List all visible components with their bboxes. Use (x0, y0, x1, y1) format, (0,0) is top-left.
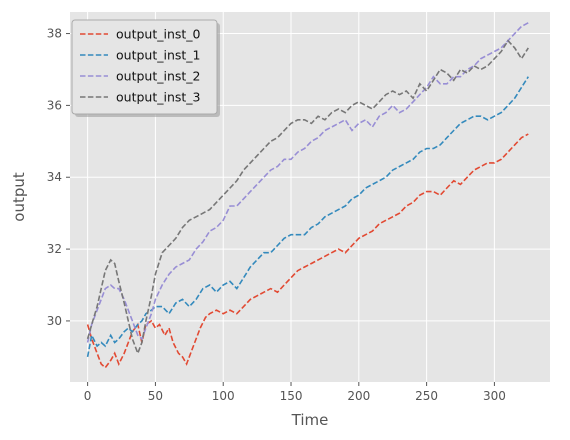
x-axis: 0 50 100 150 200 250 300 (84, 382, 506, 403)
x-tick-label: 100 (212, 389, 235, 403)
legend-label-1: output_inst_1 (116, 48, 201, 63)
x-tick-label: 150 (280, 389, 303, 403)
legend: output_inst_0 output_inst_1 output_inst_2o… (71, 19, 220, 117)
legend-label-2: output_inst_2 (116, 69, 201, 84)
x-tick-label: 0 (84, 389, 92, 403)
series-layer (86, 22, 529, 369)
legend-box (71, 19, 218, 115)
y-tick-label: 34 (47, 170, 62, 184)
x-axis-label: Time (291, 411, 329, 429)
series-line-2 (86, 22, 529, 343)
legend-label-3: output_inst_3 (116, 90, 201, 105)
y-tick-label: 38 (47, 27, 62, 41)
y-tick-label: 32 (47, 242, 62, 256)
legend-label-0: output_inst_0 (116, 27, 201, 42)
y-axis-label: output (10, 172, 28, 222)
series-line-1 (86, 76, 529, 358)
y-axis: 30 32 34 36 38 (47, 27, 70, 328)
x-tick-label: 300 (483, 389, 506, 403)
y-tick-label: 36 (47, 98, 62, 112)
x-tick-label: 200 (347, 389, 370, 403)
x-tick-label: 50 (148, 389, 163, 403)
y-tick-label: 30 (47, 314, 62, 328)
series-line-3 (86, 39, 529, 356)
x-tick-label: 250 (415, 389, 438, 403)
